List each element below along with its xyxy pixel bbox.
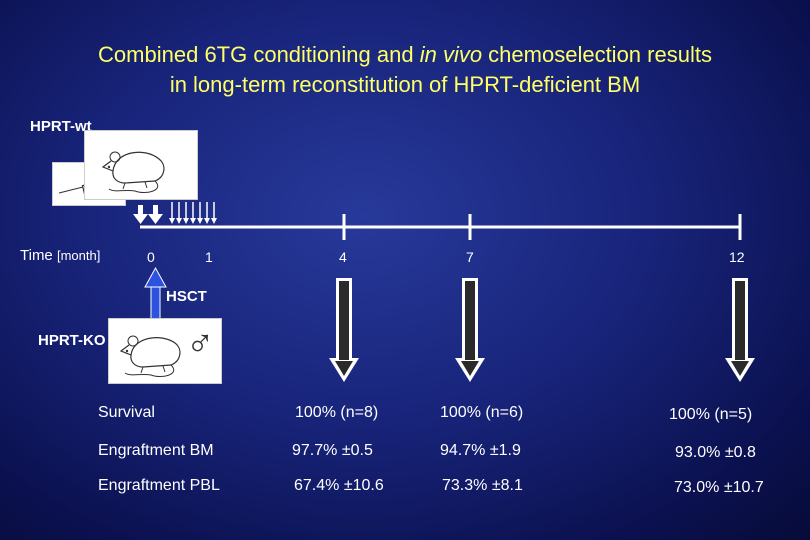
- title-text-post: chemoselection results: [482, 42, 712, 67]
- female-symbol-icon: ♀: [172, 138, 202, 182]
- row-label: Survival: [98, 404, 155, 421]
- conditioning-arrows: [133, 205, 163, 224]
- mouse-icon: [101, 151, 165, 194]
- title-text-pre: Combined 6TG conditioning and: [98, 42, 420, 67]
- cell-month-12: 73.0% ±10.7: [674, 479, 764, 496]
- slide-title: Combined 6TG conditioning and in vivo ch…: [0, 40, 810, 100]
- mouse-icon: [119, 335, 181, 378]
- donor-label: HPRT-wt: [30, 118, 92, 135]
- title-line-1: Combined 6TG conditioning and in vivo ch…: [0, 40, 810, 70]
- donor-mouse-panel: [84, 130, 198, 200]
- tick-label-12: 12: [729, 249, 745, 265]
- recipient-mouse-panel: [108, 318, 222, 384]
- chemoselection-arrows: [169, 202, 217, 224]
- cell-month-12: 93.0% ±0.8: [675, 444, 756, 461]
- tick-label-1: 1: [205, 249, 213, 265]
- recipient-label: HPRT-KO: [38, 332, 106, 349]
- result-arrow-month-12: [725, 278, 755, 382]
- time-axis-label: Time [month]: [20, 247, 100, 264]
- hsct-label: HSCT: [166, 288, 207, 305]
- cell-month-7: 100% (n=6): [440, 404, 524, 421]
- cell-month-4: 97.7% ±0.5: [292, 442, 373, 459]
- title-line-2: in long-term reconstitution of HPRT-defi…: [169, 72, 641, 97]
- cell-month-4: 67.4% ±10.6: [294, 477, 384, 494]
- cell-month-7: 94.7% ±1.9: [440, 442, 521, 459]
- cell-month-4: 100% (n=8): [295, 404, 379, 421]
- title-text-italic: in vivo: [419, 42, 483, 67]
- result-arrow-month-7: [455, 278, 485, 382]
- row-label: Engraftment BM: [98, 442, 214, 459]
- tick-label-4: 4: [339, 249, 347, 265]
- result-arrow-month-4: [329, 278, 359, 382]
- row-label: Engraftment PBL: [98, 477, 220, 494]
- male-symbol-icon: ♂: [186, 323, 215, 365]
- cell-month-7: 73.3% ±8.1: [442, 477, 523, 494]
- cell-month-12: 100% (n=5): [669, 406, 753, 423]
- time-label: Time: [20, 247, 53, 264]
- time-unit-label: [month]: [56, 248, 101, 263]
- tick-label-7: 7: [466, 249, 474, 265]
- tick-label-0: 0: [147, 249, 155, 265]
